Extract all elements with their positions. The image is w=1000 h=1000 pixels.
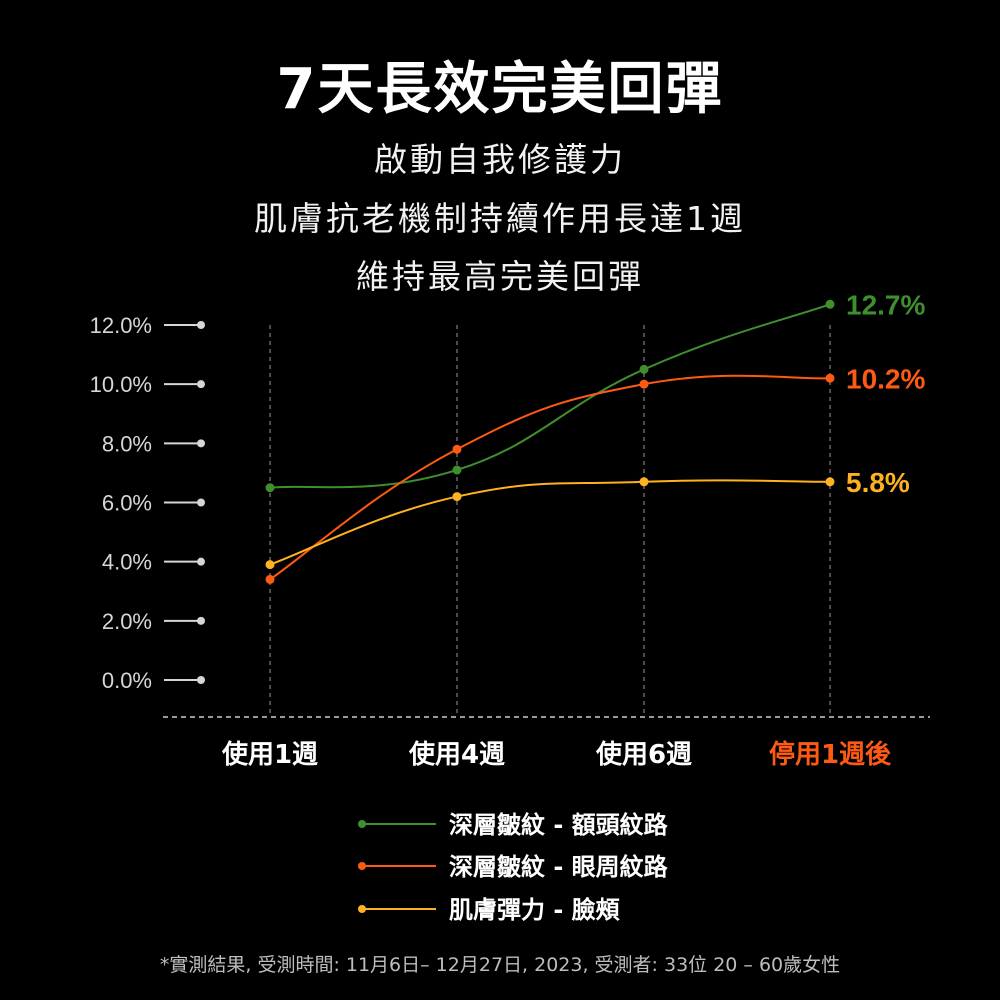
legend-entry: 深層皺紋 - 額頭紋路 bbox=[449, 811, 669, 839]
subtitle-line-1: 啟動自我修護力 bbox=[374, 140, 626, 179]
y-tick-label: 0.0% bbox=[102, 668, 152, 693]
chart-title: 7天長效完美回彈 bbox=[276, 57, 724, 122]
y-tick-label: 4.0% bbox=[102, 550, 152, 575]
data-point bbox=[639, 477, 649, 487]
data-point bbox=[265, 560, 275, 570]
data-point bbox=[265, 483, 275, 493]
chart-grid bbox=[163, 325, 930, 718]
x-axis: 使用1週 使用4週 使用6週 停用1週後 bbox=[221, 739, 892, 770]
data-point bbox=[452, 465, 462, 475]
y-tick-label: 8.0% bbox=[102, 431, 152, 456]
y-tick-dot bbox=[197, 676, 205, 684]
data-point bbox=[825, 299, 835, 309]
x-tick-label: 使用4週 bbox=[408, 740, 505, 770]
y-tick-label: 10.0% bbox=[90, 372, 152, 397]
y-tick-dot bbox=[197, 439, 205, 448]
data-point bbox=[825, 373, 835, 383]
data-point bbox=[265, 574, 275, 584]
x-tick-label: 使用1週 bbox=[221, 740, 318, 770]
y-tick-dot bbox=[197, 321, 205, 329]
y-tick-dot bbox=[197, 380, 205, 389]
series-line-2 bbox=[269, 374, 831, 581]
footnote: *實測結果, 受測時間: 11月6日– 12月27日, 2023, 受測者: 3… bbox=[159, 954, 841, 976]
legend-entry: 深層皺紋 - 眼周紋路 bbox=[449, 853, 669, 881]
y-tick-label: 2.0% bbox=[102, 609, 152, 634]
series-line-3 bbox=[269, 479, 831, 566]
data-point bbox=[825, 477, 835, 487]
end-value-label: 5.8% bbox=[846, 467, 910, 498]
subtitle-line-2: 肌膚抗老機制持續作用長達1週 bbox=[254, 199, 746, 238]
series-line-1 bbox=[269, 303, 831, 489]
data-point bbox=[639, 379, 649, 389]
x-tick-label: 停用1週後 bbox=[769, 739, 892, 770]
y-tick-dot bbox=[197, 557, 205, 566]
y-tick-dot bbox=[197, 498, 205, 507]
y-axis: 12.0% 10.0% 8.0% 6.0% 4.0% 2.0% 0.0% bbox=[90, 313, 205, 693]
end-value-label: 12.7% bbox=[846, 289, 925, 320]
legend-entry: 肌膚彈力 - 臉頰 bbox=[449, 896, 621, 924]
y-tick-label: 12.0% bbox=[90, 313, 152, 338]
x-tick-label: 使用6週 bbox=[595, 740, 692, 770]
chart-series: 12.7% 10.2% 5.8% bbox=[265, 289, 925, 584]
data-point bbox=[639, 364, 649, 374]
data-point bbox=[452, 444, 462, 454]
y-tick-label: 6.0% bbox=[102, 491, 152, 516]
data-point bbox=[452, 492, 462, 502]
subtitle-line-3: 維持最高完美回彈 bbox=[356, 257, 644, 296]
end-value-label: 10.2% bbox=[846, 363, 925, 394]
y-tick-dot bbox=[197, 616, 205, 625]
